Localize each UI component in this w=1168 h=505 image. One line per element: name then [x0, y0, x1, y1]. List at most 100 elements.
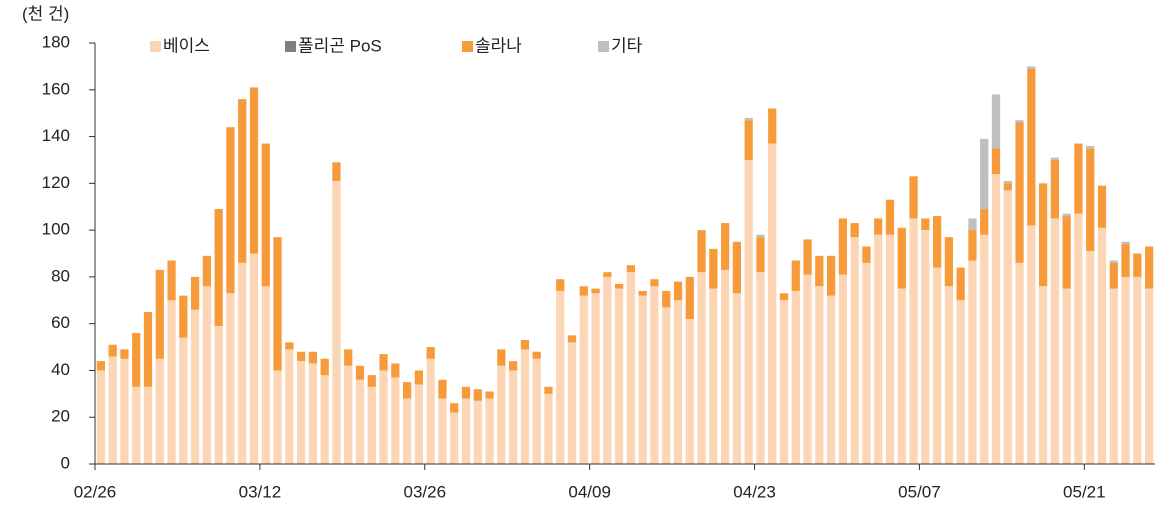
bar-segment: [980, 209, 989, 235]
bar-segment: [450, 403, 459, 413]
bar-segment: [885, 234, 895, 464]
y-tick-label: 100: [42, 220, 70, 239]
legend-label: 솔라나: [475, 36, 522, 55]
bar-segment: [697, 230, 706, 273]
bar-segment: [296, 361, 306, 464]
legend-label: 베이스: [163, 36, 210, 55]
bar-segment: [826, 255, 836, 296]
x-tick-label: 04/09: [568, 482, 611, 501]
bar-segment: [332, 162, 341, 181]
bar-segment: [143, 311, 153, 387]
bar-segment: [1062, 216, 1071, 289]
bar-segment: [520, 340, 530, 350]
bar-segment: [414, 370, 424, 385]
bar-segment: [1003, 190, 1012, 464]
bar-segment: [473, 389, 482, 401]
bar-segment: [838, 218, 848, 275]
bar-segment: [1133, 253, 1142, 277]
bar-segment: [461, 398, 471, 464]
bar-segment: [1097, 185, 1107, 228]
bar-segment: [991, 173, 1001, 464]
bar-segment: [1121, 241, 1130, 245]
bar-segment: [756, 237, 765, 273]
bar-segment: [426, 347, 435, 359]
bar-segment: [815, 255, 824, 287]
bar-segment: [980, 138, 989, 210]
y-tick-label: 0: [61, 453, 70, 472]
bar-segment: [1050, 218, 1060, 464]
bar-segment: [508, 361, 518, 371]
bar-segment: [614, 283, 624, 289]
bar-segment: [779, 293, 789, 301]
bar-segment: [732, 241, 742, 294]
bar-segment: [1027, 66, 1036, 69]
bar-segment: [414, 384, 424, 464]
bar-segment: [850, 237, 859, 464]
bar-segment: [1050, 157, 1060, 160]
bar-segment: [1003, 180, 1012, 184]
bar-segment: [214, 209, 223, 327]
bar-segment: [1038, 183, 1048, 287]
bar-segment: [556, 279, 565, 291]
bar-segment: [532, 351, 541, 359]
bar-segment: [190, 309, 200, 464]
bar-segment: [1074, 143, 1083, 214]
bar-segment: [603, 276, 612, 464]
bar-segment: [1050, 159, 1060, 219]
bar-segment: [391, 377, 400, 464]
y-tick-label: 180: [42, 32, 70, 51]
bar-segment: [379, 354, 388, 371]
bar-segment: [662, 290, 671, 308]
bar-segment: [497, 365, 506, 464]
bar-segment: [720, 223, 730, 270]
bar-segment: [803, 239, 812, 275]
bar-segment: [273, 237, 282, 371]
bar-segment: [756, 234, 765, 238]
bar-segment: [214, 326, 223, 464]
bar-segment: [579, 286, 588, 296]
bar-segment: [344, 365, 353, 464]
bar-segment: [991, 94, 1001, 149]
bar-segment: [885, 199, 895, 235]
bar-segment: [603, 272, 612, 277]
bar-segment: [261, 143, 270, 287]
bar-segment: [862, 262, 871, 464]
bar-segment: [120, 358, 129, 464]
bar-segment: [332, 180, 341, 464]
bar-segment: [921, 230, 930, 464]
bar-segment: [473, 400, 482, 464]
bar-segment: [285, 342, 294, 350]
bar-segment: [132, 386, 141, 464]
bar-segment: [685, 276, 694, 319]
bar-segment: [226, 127, 235, 294]
bar-segment: [108, 344, 117, 357]
bar-segment: [732, 293, 742, 464]
bar-segment: [968, 260, 977, 464]
bar-segment: [1109, 262, 1118, 289]
bar-segment: [1038, 286, 1048, 464]
bar-segment: [862, 246, 871, 263]
bar-segment: [1133, 276, 1142, 464]
bar-segment: [567, 342, 577, 464]
bar-segment: [1144, 288, 1154, 464]
x-tick-label: 04/23: [733, 482, 776, 501]
x-tick-label: 05/21: [1063, 482, 1106, 501]
y-tick-label: 140: [42, 126, 70, 145]
legend-swatch: [598, 41, 609, 52]
bar-segment: [355, 379, 365, 464]
bar-segment: [485, 391, 494, 399]
bar-segment: [1109, 288, 1118, 464]
bar-segment: [897, 227, 906, 289]
bar-segment: [296, 351, 306, 362]
bar-segment: [544, 393, 553, 464]
bar-segment: [579, 295, 588, 464]
bar-segment: [1015, 122, 1024, 263]
bar-segment: [662, 307, 671, 464]
x-tick-label: 02/26: [74, 482, 117, 501]
bar-segment: [838, 274, 848, 464]
bar-segment: [132, 333, 141, 387]
bar-segment: [709, 288, 718, 464]
bar-segment: [249, 253, 259, 464]
bar-segment: [96, 370, 106, 464]
bar-segment: [520, 349, 530, 464]
